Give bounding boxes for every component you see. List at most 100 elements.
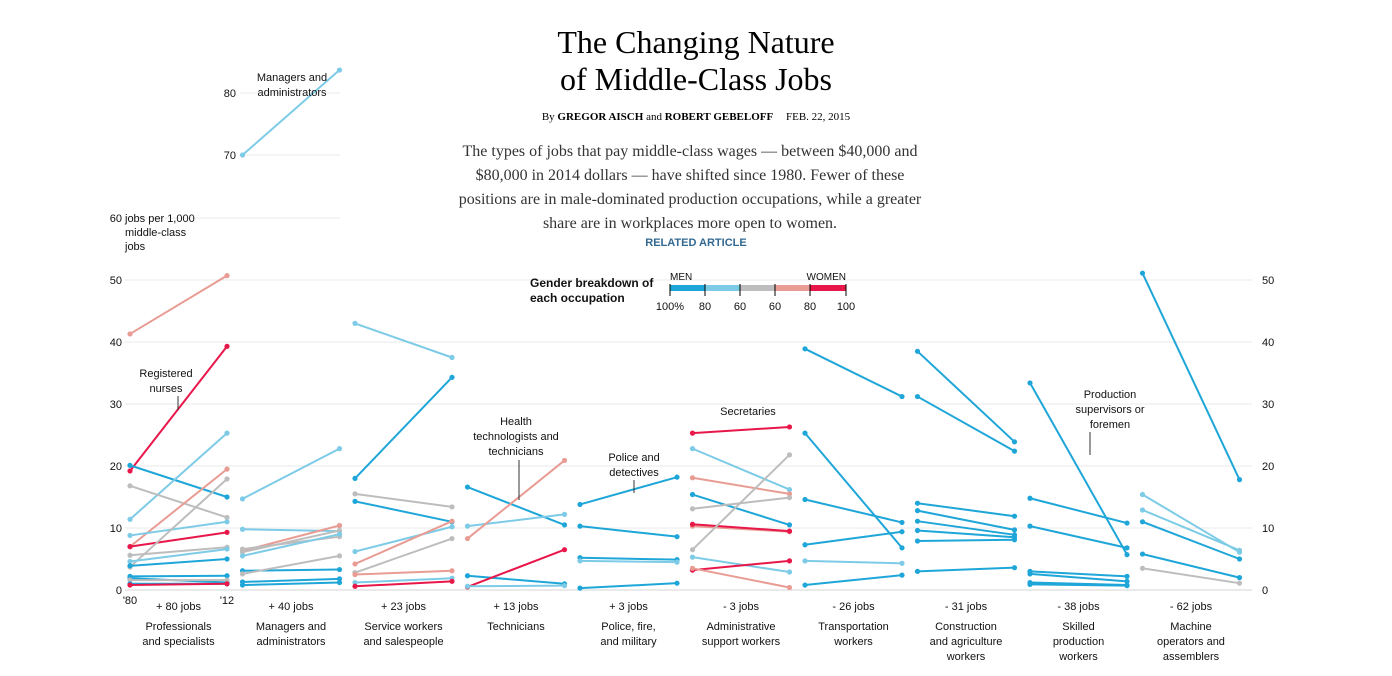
series-line [354,520,453,565]
group-change-label: + 23 jobs [381,601,426,613]
series-point [336,553,343,559]
group-change-label: - 38 jobs [1057,601,1100,613]
group-labels: + 80 jobs Professionals and specialists + 4… [142,601,1225,663]
series-line [579,556,678,561]
series-line [917,520,1015,536]
series-point [802,496,808,503]
series-line [1142,520,1240,560]
y-tick-label-break: 80 [224,88,236,100]
series-line [467,548,565,588]
series-point [561,522,568,528]
series-line [917,529,1015,539]
legend-tick-label: 60 [734,301,746,313]
series-point [352,548,358,555]
series-point [561,583,568,589]
series-line [692,559,790,572]
legend-tick-label: 100 [837,301,855,313]
group-change-label: - 26 jobs [832,601,875,613]
series-point [449,578,455,584]
series-point [1139,519,1146,525]
series-point [224,430,230,436]
series-point [1139,551,1146,557]
series-point [464,523,471,529]
y-tick-label: 50 [110,275,122,287]
author-1[interactable]: GREGOR AISCH [557,111,644,123]
series-line [129,484,228,519]
series-line [804,559,903,565]
publish-date: FEB. 22, 2015 [785,111,851,123]
title-line-1: The Changing Nature [557,24,835,60]
series-point [224,519,230,525]
series-point [1011,513,1018,519]
group-name-label: and specialists [142,636,215,648]
series-point [561,457,568,464]
group-change-label: + 3 jobs [609,601,648,613]
series-point [899,529,905,535]
series-line [917,538,1015,543]
group-name-label: and salespeople [363,636,443,648]
series-point [239,549,246,555]
series-point [464,573,471,579]
group-name-label: Skilled [1062,621,1094,633]
series-point [224,476,230,482]
y-tick-label: 30 [110,399,122,411]
series-point [352,571,358,578]
series-line [579,525,678,538]
series-point [914,527,921,534]
series-point [786,491,793,497]
series-point [352,491,358,497]
series-point [1027,581,1033,588]
series-line [804,574,903,587]
legend-men-label: MEN [670,272,692,283]
series-line [129,574,228,578]
series-line [129,274,228,335]
series-line [1142,567,1240,585]
series-point [914,568,921,575]
series-line [804,432,903,549]
series-line [354,525,453,553]
series-point [1124,578,1130,584]
series-point [914,393,921,400]
series-point [449,524,455,530]
legend-tick-label: 80 [699,301,711,313]
group-name-label: operators and [1157,636,1225,648]
group-change-label: + 40 jobs [269,601,314,613]
annotation-label: Registered [139,368,192,380]
series-line [129,546,228,557]
series-point [449,374,455,380]
series-point [239,526,246,532]
series-point [1011,439,1018,445]
series-point [802,558,808,564]
author-2[interactable]: ROBERT GEBELOFF [664,111,774,123]
series-point [689,554,696,560]
series-line [129,464,228,498]
series-point [224,581,230,587]
group-name-label: Administrative [706,621,775,633]
series-point [577,585,583,591]
series-point [239,496,246,502]
series-point [914,508,921,514]
series-point [1124,573,1130,579]
series-point [914,348,921,354]
legend-title: Gender breakdown of [530,276,654,290]
annotation-label: Production [1084,389,1137,401]
series-point [1027,380,1033,386]
series-point [1124,552,1130,558]
series-point [674,474,680,480]
y-tick-label: 40 [110,337,122,349]
series-line [129,548,228,563]
series-point [224,273,230,279]
series-point [786,528,793,534]
series-point [802,430,808,436]
series-line [692,493,790,526]
series-line [354,376,453,480]
group-name-label: Professionals [145,621,212,633]
annotation-label: detectives [609,467,659,479]
y-tick-label-right: 10 [1262,523,1274,535]
series-point [1236,477,1243,483]
related-article-link[interactable]: RELATED ARTICLE [645,237,747,249]
series-line [804,498,903,524]
annotation-label: Health [500,416,532,428]
series-line [354,537,453,574]
